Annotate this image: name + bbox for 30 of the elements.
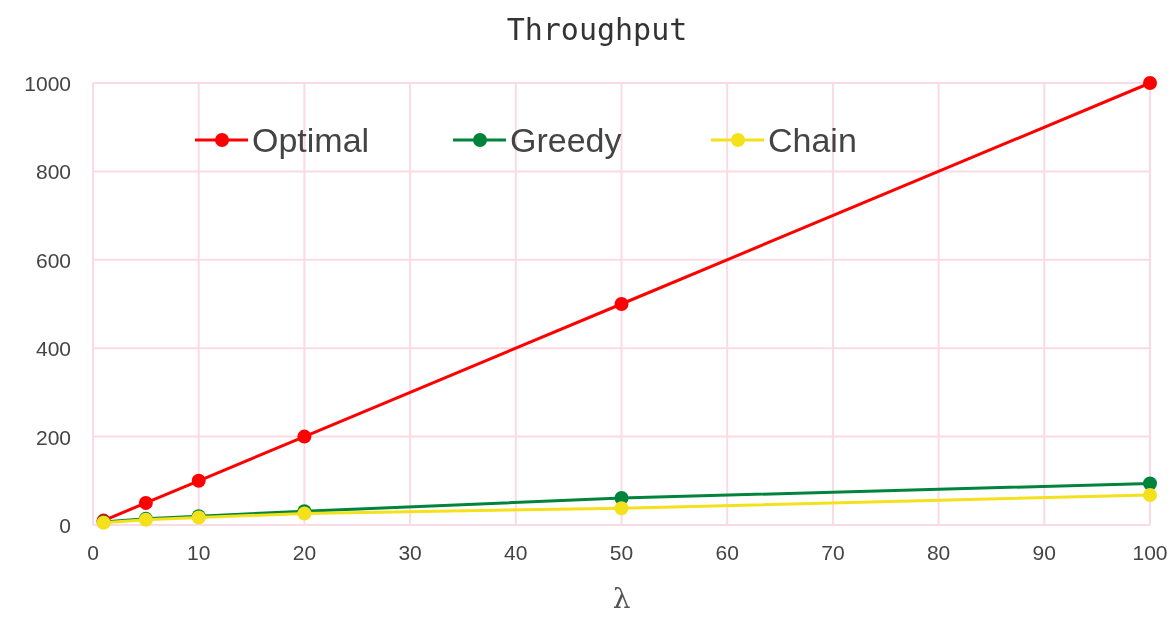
y-tick-label: 400 <box>35 337 71 361</box>
x-tick-label: 40 <box>504 541 528 564</box>
point <box>1143 487 1157 502</box>
point <box>191 473 206 488</box>
y-tick-label: 200 <box>35 425 71 449</box>
legend-label: Chain <box>768 121 857 159</box>
x-tick-label: 80 <box>926 541 951 564</box>
x-tick-label: 30 <box>398 541 422 564</box>
legend-label: Optimal <box>252 121 370 159</box>
y-tick-label: 1000 <box>24 72 71 95</box>
legend-label: Greedy <box>510 121 622 159</box>
point <box>1143 476 1157 491</box>
point <box>614 501 629 516</box>
y-tick-label: 600 <box>35 248 71 272</box>
x-tick-label: 100 <box>1132 541 1168 564</box>
x-tick-label: 50 <box>609 541 634 564</box>
x-tick-label: 70 <box>821 541 845 564</box>
point <box>297 429 312 444</box>
point <box>138 495 153 510</box>
x-tick-label: 0 <box>87 541 99 564</box>
x-axis-title: λ <box>612 582 631 615</box>
x-tick-label: 60 <box>715 541 739 564</box>
x-tick-label: 20 <box>292 541 317 564</box>
x-tick-label: 90 <box>1032 541 1056 564</box>
point <box>1143 76 1157 90</box>
chart-title: Throughput <box>506 12 688 47</box>
x-tick-label: 10 <box>187 541 211 564</box>
point <box>614 297 629 311</box>
y-tick-label: 800 <box>35 160 71 184</box>
y-tick-label: 0 <box>59 514 71 537</box>
